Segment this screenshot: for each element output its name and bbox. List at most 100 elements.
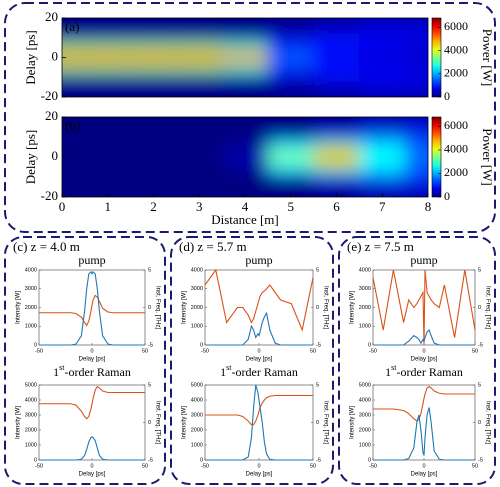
heatmap-cell <box>84 62 131 73</box>
y-axis-label: Delay [ps] <box>23 130 38 185</box>
colorbar-tick-label: 2000 <box>444 66 468 80</box>
y-axis-label: Intensity [W] <box>350 291 356 324</box>
heatmap-cell <box>359 152 406 162</box>
heatmap-cell <box>359 162 406 172</box>
panel-label: (b) <box>65 118 80 133</box>
heatmap-cell <box>405 18 428 33</box>
plot-title: pump <box>78 253 105 267</box>
heatmap-cell <box>130 162 177 172</box>
y-tick-label: 0 <box>34 342 37 348</box>
data-line <box>39 436 145 461</box>
plot-title: 1st-order Raman <box>53 363 131 378</box>
heatmap-cell <box>405 162 428 172</box>
data-line <box>373 329 475 346</box>
plot-title-part: st <box>59 363 65 372</box>
heatmap-cell <box>405 132 428 142</box>
y-tick-label: 2000 <box>359 427 371 433</box>
heatmap-cell <box>222 117 268 132</box>
heatmap-cell <box>84 182 131 197</box>
y-tick-label: 5000 <box>359 382 371 388</box>
x-tick-label: 7 <box>379 199 386 214</box>
plot-title-part: 1 <box>53 365 59 379</box>
y-tick-label: 0 <box>200 342 203 348</box>
heatmap-cell <box>267 42 314 53</box>
heatmap-cell <box>176 142 223 152</box>
heatmap-cell <box>405 142 428 152</box>
plot-title: pump <box>410 253 437 267</box>
y2-tick-label: 5 <box>478 267 481 273</box>
heatmap-cell <box>405 42 428 53</box>
y-tick-label: 20 <box>45 9 58 24</box>
heatmap-cell <box>267 162 314 172</box>
heatmap-cell <box>313 132 360 142</box>
y2-tick-label: 0 <box>316 420 319 426</box>
panel-title: (c) z = 4.0 m <box>13 239 80 254</box>
heatmap-cell <box>313 172 360 182</box>
heatmap-cell <box>84 72 131 83</box>
colorbar-tick-label: 4000 <box>444 142 468 156</box>
x-tick-label: 4 <box>242 199 249 214</box>
y-tick-label: 4000 <box>191 267 203 273</box>
heatmap-cell <box>62 162 85 172</box>
x-axis-label: Delay [ps] <box>79 357 106 363</box>
plot-title: 1st-order Raman <box>385 363 463 378</box>
colorbar-label: Power [W] <box>480 128 495 185</box>
heatmap-cell <box>176 182 223 197</box>
y2-tick-label: 0 <box>478 305 481 311</box>
y-tick-label: -20 <box>41 188 58 203</box>
data-line <box>205 311 313 346</box>
heatmap-cell <box>222 72 268 83</box>
panel-frame <box>4 2 496 233</box>
y-tick-label: 1000 <box>359 442 371 448</box>
heatmap-cell <box>267 72 314 83</box>
heatmap-cell <box>84 172 131 182</box>
colorbar-tick-label: 0 <box>444 189 450 203</box>
y-tick-label: 2000 <box>191 305 203 311</box>
data-line <box>204 268 314 332</box>
heatmap-cell <box>267 172 314 182</box>
heatmap-cell <box>130 152 177 162</box>
heatmap-cell <box>222 42 268 53</box>
heatmap-cell <box>84 82 131 97</box>
heatmap-cell <box>130 117 177 132</box>
heatmap-cell <box>62 172 85 182</box>
heatmap-cell <box>176 162 223 172</box>
x-tick-label: 50 <box>310 463 316 469</box>
heatmap-cell <box>176 52 223 63</box>
x-tick-label: -50 <box>201 463 209 469</box>
x-tick-label: -50 <box>35 348 43 354</box>
y2-axis-label: Inst. Freq. [THz] <box>484 401 490 444</box>
heatmap-cell <box>359 142 406 152</box>
heatmap-cell <box>313 52 360 63</box>
y2-tick-label: -5 <box>316 342 321 348</box>
y-tick-label: 3000 <box>359 412 371 418</box>
plot-title-part: st <box>226 363 232 372</box>
heatmap-cell <box>267 62 314 73</box>
y2-axis-label: Inst. Freq. [THz] <box>154 401 160 444</box>
heatmap-cell <box>84 117 131 132</box>
heatmap-cell <box>267 182 314 197</box>
heatmap-cell <box>62 32 85 43</box>
heatmap-cell <box>313 142 360 152</box>
plot-title: 1st-order Raman <box>220 363 298 378</box>
heatmap-cell <box>84 152 131 162</box>
heatmap-cell <box>405 72 428 83</box>
plot-title-part: -order Raman <box>65 365 131 379</box>
plot-title-part: -order Raman <box>232 365 298 379</box>
colorbar <box>431 17 442 98</box>
heatmap-cell <box>130 182 177 197</box>
y2-tick-label: -5 <box>316 457 321 463</box>
heatmap-cell <box>62 142 85 152</box>
data-line <box>39 294 145 327</box>
heatmap-cell <box>84 52 131 63</box>
heatmap-cell <box>62 52 85 63</box>
y-axis-label: Intensity [W] <box>182 291 188 324</box>
y-tick-label: 1000 <box>25 442 37 448</box>
colorbar-label: Power [W] <box>480 29 495 86</box>
y-axis-label: Delay [ps] <box>23 30 38 85</box>
heatmap-cell <box>84 132 131 142</box>
heatmap-cell <box>313 32 360 43</box>
y2-tick-label: -5 <box>478 457 483 463</box>
data-line <box>373 385 475 422</box>
